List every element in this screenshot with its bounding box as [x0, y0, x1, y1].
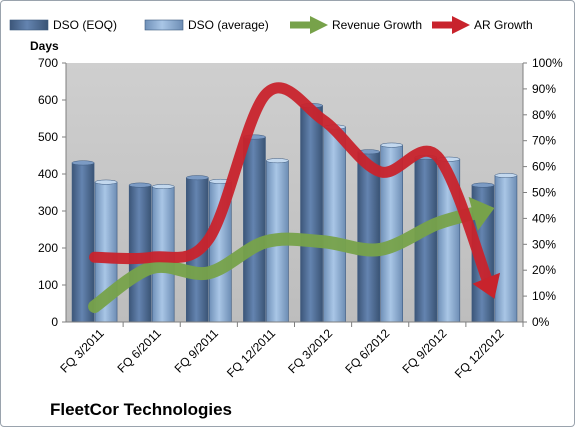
y-right-tick-label: 10%: [532, 289, 556, 303]
y-axis-title: Days: [30, 39, 59, 53]
legend-label: Revenue Growth: [332, 18, 422, 32]
y-left-tick-label: 400: [38, 167, 58, 181]
y-right-tick-label: 50%: [532, 186, 556, 200]
bar-top-dso-average: [494, 173, 518, 178]
bar-top-dso-average: [380, 142, 403, 148]
y-right-tick-label: 70%: [532, 134, 556, 148]
company-name: FleetCor Technologies: [50, 400, 232, 419]
bar-dso-eoq: [300, 105, 323, 323]
y-right-tick-label: 30%: [532, 237, 556, 251]
y-left-tick-label: 300: [38, 204, 58, 218]
bar-top-dso-eoq: [128, 182, 152, 188]
x-tick-label: FQ 3/2011: [57, 326, 107, 376]
legend-swatch-dso-average: [144, 19, 184, 31]
y-left-tick-label: 200: [38, 241, 58, 255]
x-tick-label: FQ 9/2012: [399, 326, 449, 376]
legend-label: DSO (average): [188, 18, 269, 32]
x-tick-label: FQ 12/2012: [452, 326, 507, 381]
y-left-tick-label: 700: [38, 56, 58, 70]
bar-top-dso-eoq: [186, 175, 209, 181]
bar-dso-eoq: [243, 136, 266, 323]
y-left-tick-label: 100: [38, 278, 58, 292]
bar-dso-eoq: [357, 151, 380, 323]
y-right-tick-label: 0%: [532, 315, 550, 329]
bar-top-dso-average: [151, 184, 175, 190]
y-left-tick-label: 0: [51, 315, 58, 329]
legend-arrowhead: [452, 16, 470, 34]
legend: DSO (EOQ) DSO (average) Revenue Growth AR G…: [9, 16, 533, 34]
y-right-tick-label: 60%: [532, 160, 556, 174]
y-right-tick-label: 20%: [532, 263, 556, 277]
bar-top-dso-eoq: [471, 182, 495, 188]
ar-growth-arrowhead: [472, 272, 501, 299]
legend-label: DSO (EOQ): [53, 18, 117, 32]
y-left-tick-label: 500: [38, 130, 58, 144]
revenue-growth-arrowhead: [468, 196, 495, 231]
x-tick-label: FQ 12/2011: [224, 326, 278, 380]
y-left-tick-label: 600: [38, 93, 58, 107]
bar-dso-average: [494, 175, 518, 323]
y-right-tick-label: 40%: [532, 211, 556, 225]
y-right-tick-label: 100%: [532, 56, 563, 70]
bar-top-dso-average: [266, 158, 289, 164]
bar-top-dso-eoq: [71, 160, 95, 166]
bar-dso-eoq: [71, 162, 95, 323]
y-right-tick-label: 90%: [532, 82, 556, 96]
bar-dso-average: [323, 126, 346, 323]
x-tick-label: FQ 3/2012: [285, 326, 335, 376]
x-tick-label: FQ 9/2011: [172, 326, 222, 376]
y-right-tick-label: 80%: [532, 108, 556, 122]
legend-arrowhead: [310, 16, 328, 34]
x-tick-label: FQ 6/2011: [114, 326, 164, 376]
legend-label: AR Growth: [474, 18, 533, 32]
revenue-growth-line: [88, 205, 488, 313]
x-tick-label: FQ 6/2012: [342, 326, 392, 376]
legend-swatch-dso-eoq: [9, 19, 49, 31]
bar-top-dso-average: [94, 179, 118, 185]
ar-growth-line: [89, 82, 495, 292]
